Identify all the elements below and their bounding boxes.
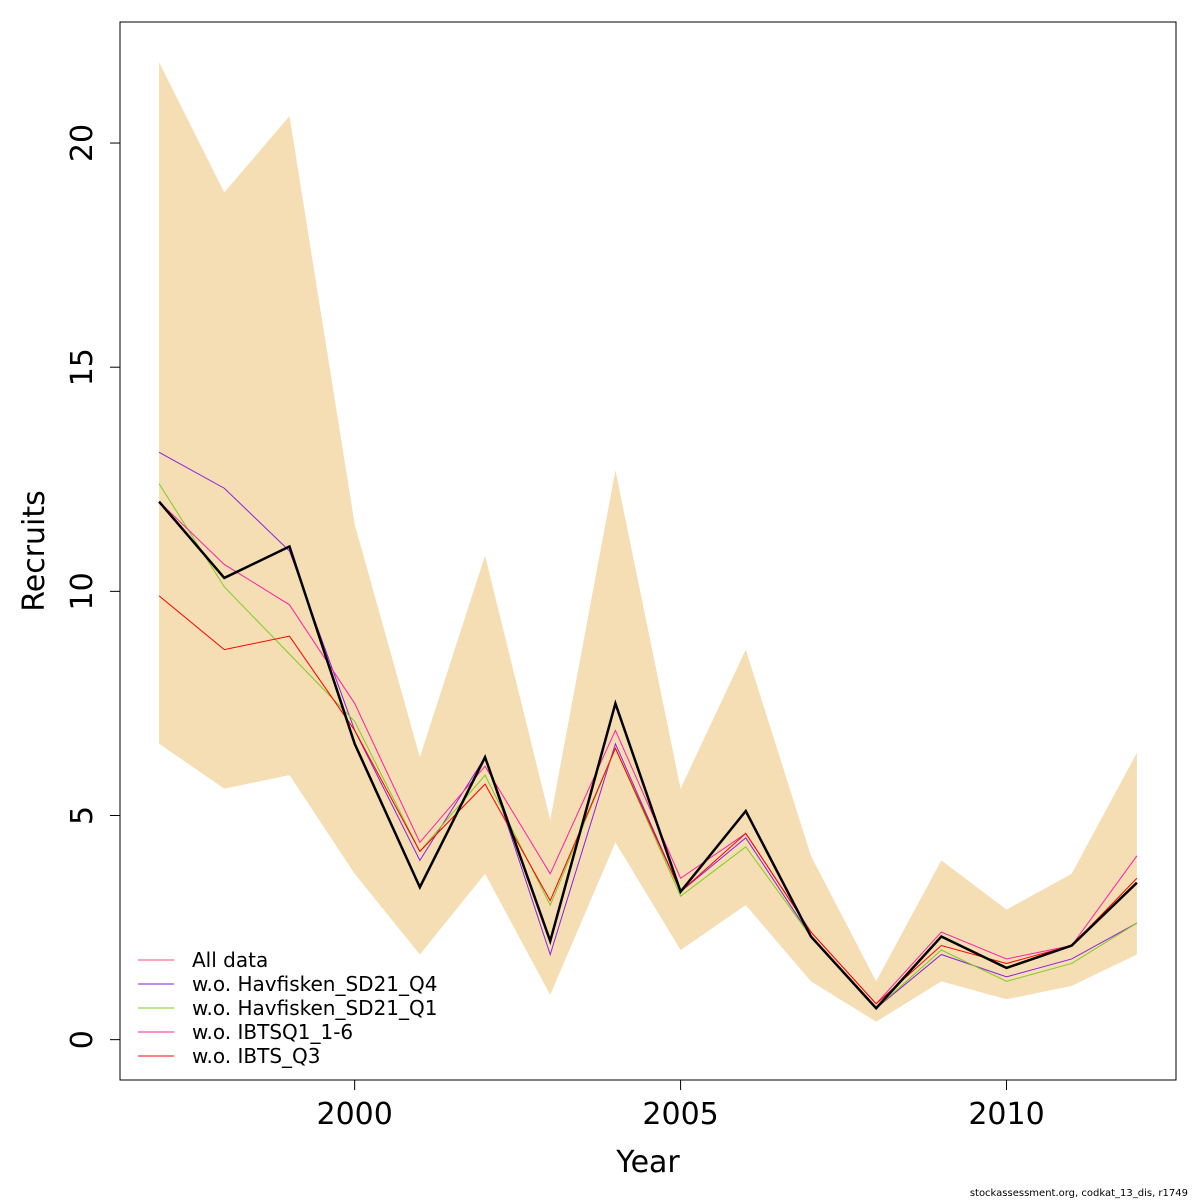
main-line-layer: [158, 500, 1138, 1011]
series-line-4: [158, 595, 1138, 1005]
legend-label-2: w.o. Havfisken_SD21_Q1: [192, 996, 438, 1020]
y-tick-label-15: 15: [65, 348, 100, 386]
legend-label-1: w.o. Havfisken_SD21_Q4: [192, 972, 438, 996]
y-axis-title: Recruits: [17, 490, 52, 612]
series-line-3: [158, 501, 1138, 1005]
legend-label-3: w.o. IBTSQ1_1-6: [192, 1020, 353, 1044]
series-line-2: [158, 483, 1138, 1009]
y-tick-label-10: 10: [65, 572, 100, 610]
y-tick-label-5: 5: [65, 806, 100, 825]
x-tick-label-2000: 2000: [316, 1097, 392, 1132]
x-axis: 2000 2005 2010: [316, 1079, 1045, 1132]
legend-label-0: All data: [192, 948, 268, 972]
x-tick-label-2010: 2010: [968, 1097, 1044, 1132]
x-axis-title: Year: [615, 1145, 680, 1180]
confidence-band-layer: [159, 62, 1137, 1022]
confidence-band: [159, 62, 1137, 1022]
x-tick-label-2005: 2005: [642, 1097, 718, 1132]
y-axis: 0 5 10 15 20: [65, 124, 121, 1049]
footer-note: stockassessment.org, codkat_13_dis, r174…: [970, 1188, 1188, 1199]
main-estimate-line: [158, 500, 1138, 1011]
y-tick-label-20: 20: [65, 124, 100, 162]
legend-label-4: w.o. IBTS_Q3: [192, 1044, 320, 1068]
y-tick-label-0: 0: [65, 1030, 100, 1049]
